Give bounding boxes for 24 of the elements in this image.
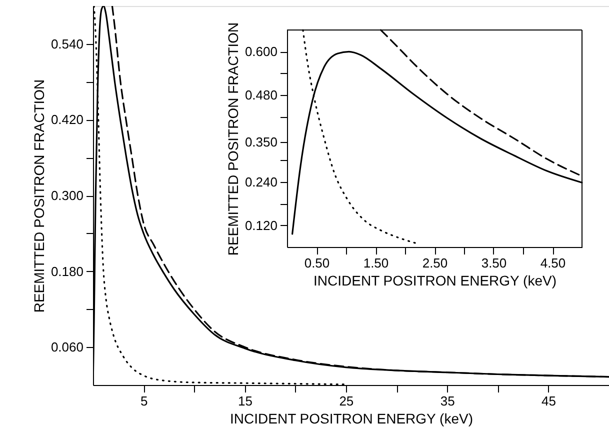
x-axis-title: INCIDENT POSITRON ENERGY (keV) [314,272,556,288]
y-tick-label: 0.480 [244,88,278,103]
x-tick-label: 5 [140,394,148,408]
y-tick-label: 0.240 [244,174,278,190]
x-tick-label: 25 [339,394,354,408]
x-tick-label: 0.50 [304,256,330,270]
y-axis-title: REEMITTED POSITRON FRACTION [30,79,47,313]
y-tick-label: 0.350 [244,134,278,150]
x-tick-label: 15 [238,394,252,408]
y-tick-label: 0.180 [50,264,84,279]
y-tick-label: 0.300 [50,188,84,203]
x-tick-label: 2.50 [422,256,448,270]
x-tick-label: 1.50 [363,256,389,270]
x-tick-label: 4.50 [540,256,566,270]
y-axis-title: REEMITTED POSITRON FRACTION [224,22,241,256]
x-tick-label: 3.50 [481,256,507,270]
y-tick-label: 0.060 [50,340,84,355]
x-tick-label: 35 [440,394,455,408]
y-tick-label: 0.420 [50,112,84,128]
x-tick-label: 45 [542,394,556,408]
y-tick-label: 0.540 [50,36,84,52]
y-tick-label: 0.600 [244,44,278,60]
y-tick-label: 0.120 [244,218,278,233]
x-axis-title: INCIDENT POSITRON ENERGY (keV) [230,410,473,426]
